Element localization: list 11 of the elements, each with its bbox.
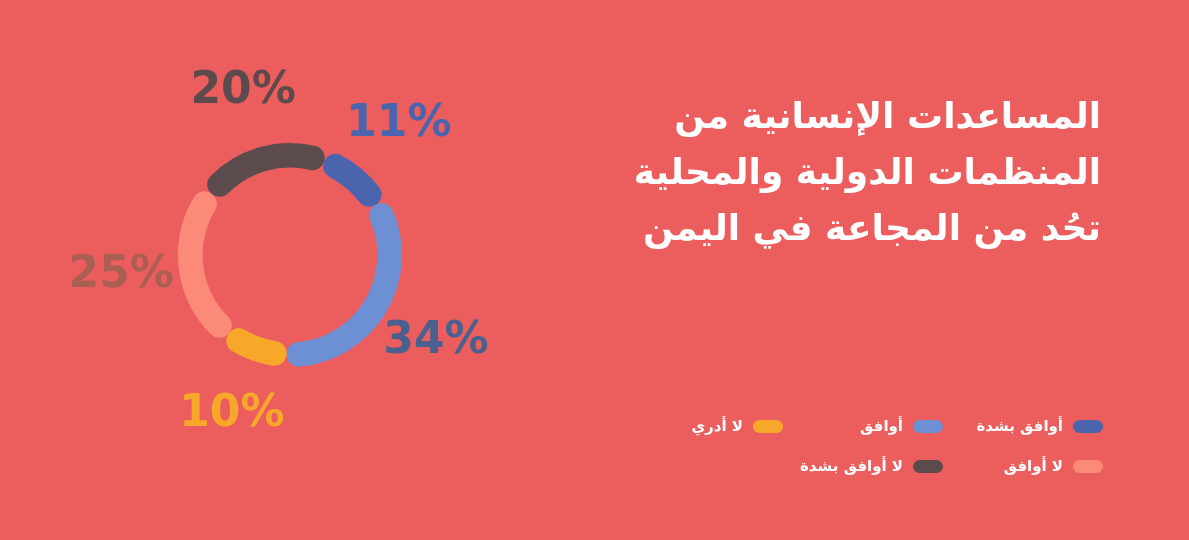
text: المساعدات الإنسانية من المنظمات الدولية والمحلية تحُد من المجاعة في اليمن: [632, 94, 1101, 251]
data-label: 25%: [68, 246, 174, 298]
legend-label: أوافق: [860, 417, 903, 435]
legend-label: لا أوافق: [1003, 457, 1063, 475]
data-label: 11%: [346, 94, 452, 146]
data-label: 34%: [383, 312, 489, 364]
data-label: 20%: [190, 62, 296, 114]
legend-label: لا أوافق بشدة: [800, 457, 903, 475]
legend-label: لا أدري: [691, 417, 743, 435]
data-label: 10%: [179, 385, 285, 437]
legend-label: أوافق بشدة: [976, 417, 1063, 435]
